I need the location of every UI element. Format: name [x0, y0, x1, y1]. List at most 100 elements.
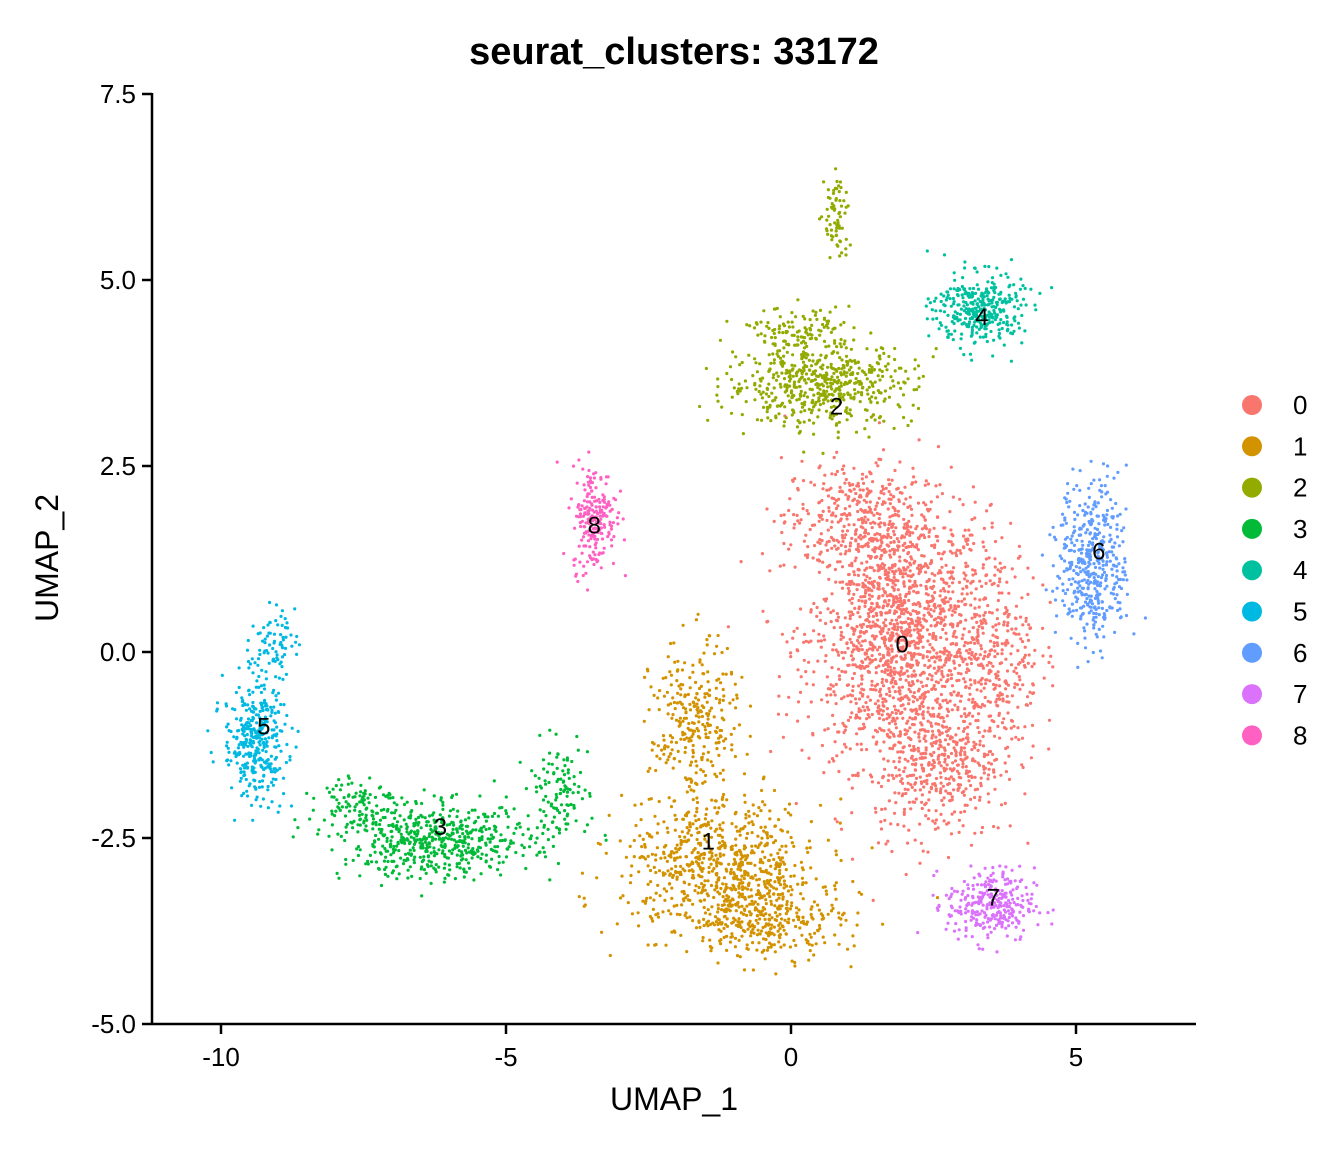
data-point — [829, 384, 833, 388]
data-point — [802, 658, 806, 662]
data-point — [772, 307, 777, 311]
data-point — [728, 701, 732, 705]
data-point — [1002, 620, 1006, 624]
data-point — [868, 698, 873, 702]
data-point — [824, 889, 828, 893]
data-point — [863, 515, 867, 519]
data-point — [743, 908, 747, 913]
data-point — [383, 872, 387, 877]
data-point — [780, 530, 784, 535]
data-point — [903, 766, 907, 770]
data-point — [713, 888, 717, 892]
data-point — [932, 526, 936, 530]
data-point — [686, 831, 690, 835]
data-point — [938, 594, 942, 598]
data-point — [928, 650, 932, 654]
data-point — [699, 768, 703, 772]
data-point — [825, 319, 829, 323]
data-point — [958, 699, 963, 703]
data-point — [736, 923, 740, 927]
data-point — [939, 787, 943, 791]
data-point — [878, 415, 883, 419]
data-point — [939, 781, 943, 785]
data-point — [845, 363, 849, 367]
data-point — [993, 565, 997, 569]
data-point — [834, 399, 838, 403]
data-point — [783, 390, 787, 394]
data-point — [831, 235, 835, 239]
data-point — [1005, 700, 1009, 704]
data-point — [878, 690, 882, 694]
data-point — [899, 779, 903, 784]
data-point — [790, 363, 794, 367]
data-point — [688, 915, 692, 919]
data-point — [748, 910, 752, 914]
data-point — [963, 757, 967, 761]
data-point — [778, 863, 783, 867]
data-point — [696, 734, 701, 739]
data-point — [824, 371, 829, 375]
data-point — [917, 438, 921, 442]
data-point — [964, 765, 968, 769]
data-point — [916, 636, 920, 640]
data-point — [957, 775, 961, 779]
data-point — [857, 535, 861, 539]
data-point — [865, 566, 869, 570]
data-point — [694, 781, 698, 785]
data-point — [916, 689, 921, 693]
data-point — [788, 379, 792, 383]
data-point — [862, 725, 867, 729]
data-point — [796, 519, 800, 523]
data-point — [580, 871, 585, 875]
data-point — [699, 684, 704, 689]
data-point — [962, 534, 966, 538]
data-point — [722, 926, 726, 931]
data-point — [762, 829, 766, 833]
data-point — [649, 685, 653, 689]
data-point — [901, 575, 905, 579]
data-point — [860, 659, 864, 664]
data-point — [939, 577, 944, 581]
data-point — [811, 353, 815, 357]
data-point — [856, 771, 860, 775]
data-point — [927, 604, 931, 608]
data-point — [865, 574, 869, 579]
data-point — [870, 780, 875, 784]
data-point — [872, 368, 877, 372]
data-point — [933, 543, 937, 547]
data-point — [806, 512, 811, 516]
data-point — [719, 929, 723, 933]
data-point — [721, 821, 725, 825]
data-point — [629, 873, 633, 878]
data-point — [673, 813, 677, 817]
data-point — [980, 584, 984, 589]
data-point — [675, 850, 679, 854]
data-point — [868, 661, 872, 665]
data-point — [845, 529, 850, 533]
data-point — [694, 819, 698, 823]
data-point — [949, 465, 953, 469]
data-point — [976, 748, 980, 753]
data-point — [930, 754, 934, 758]
data-point — [751, 374, 755, 378]
data-point — [801, 507, 805, 511]
data-point — [679, 693, 683, 697]
data-point — [716, 877, 720, 882]
data-point — [916, 646, 920, 650]
data-point — [688, 763, 693, 767]
data-point — [719, 942, 723, 946]
data-point — [382, 807, 386, 812]
data-point — [910, 653, 915, 657]
data-point — [823, 473, 827, 477]
data-point — [767, 922, 771, 926]
data-point — [795, 626, 799, 630]
data-point — [624, 855, 629, 859]
data-point — [686, 898, 691, 902]
data-point — [747, 861, 752, 865]
data-point — [722, 746, 727, 750]
data-point — [903, 485, 907, 489]
data-point — [1009, 652, 1013, 656]
data-point — [947, 656, 952, 660]
data-point — [934, 347, 938, 351]
data-point — [1020, 736, 1025, 740]
